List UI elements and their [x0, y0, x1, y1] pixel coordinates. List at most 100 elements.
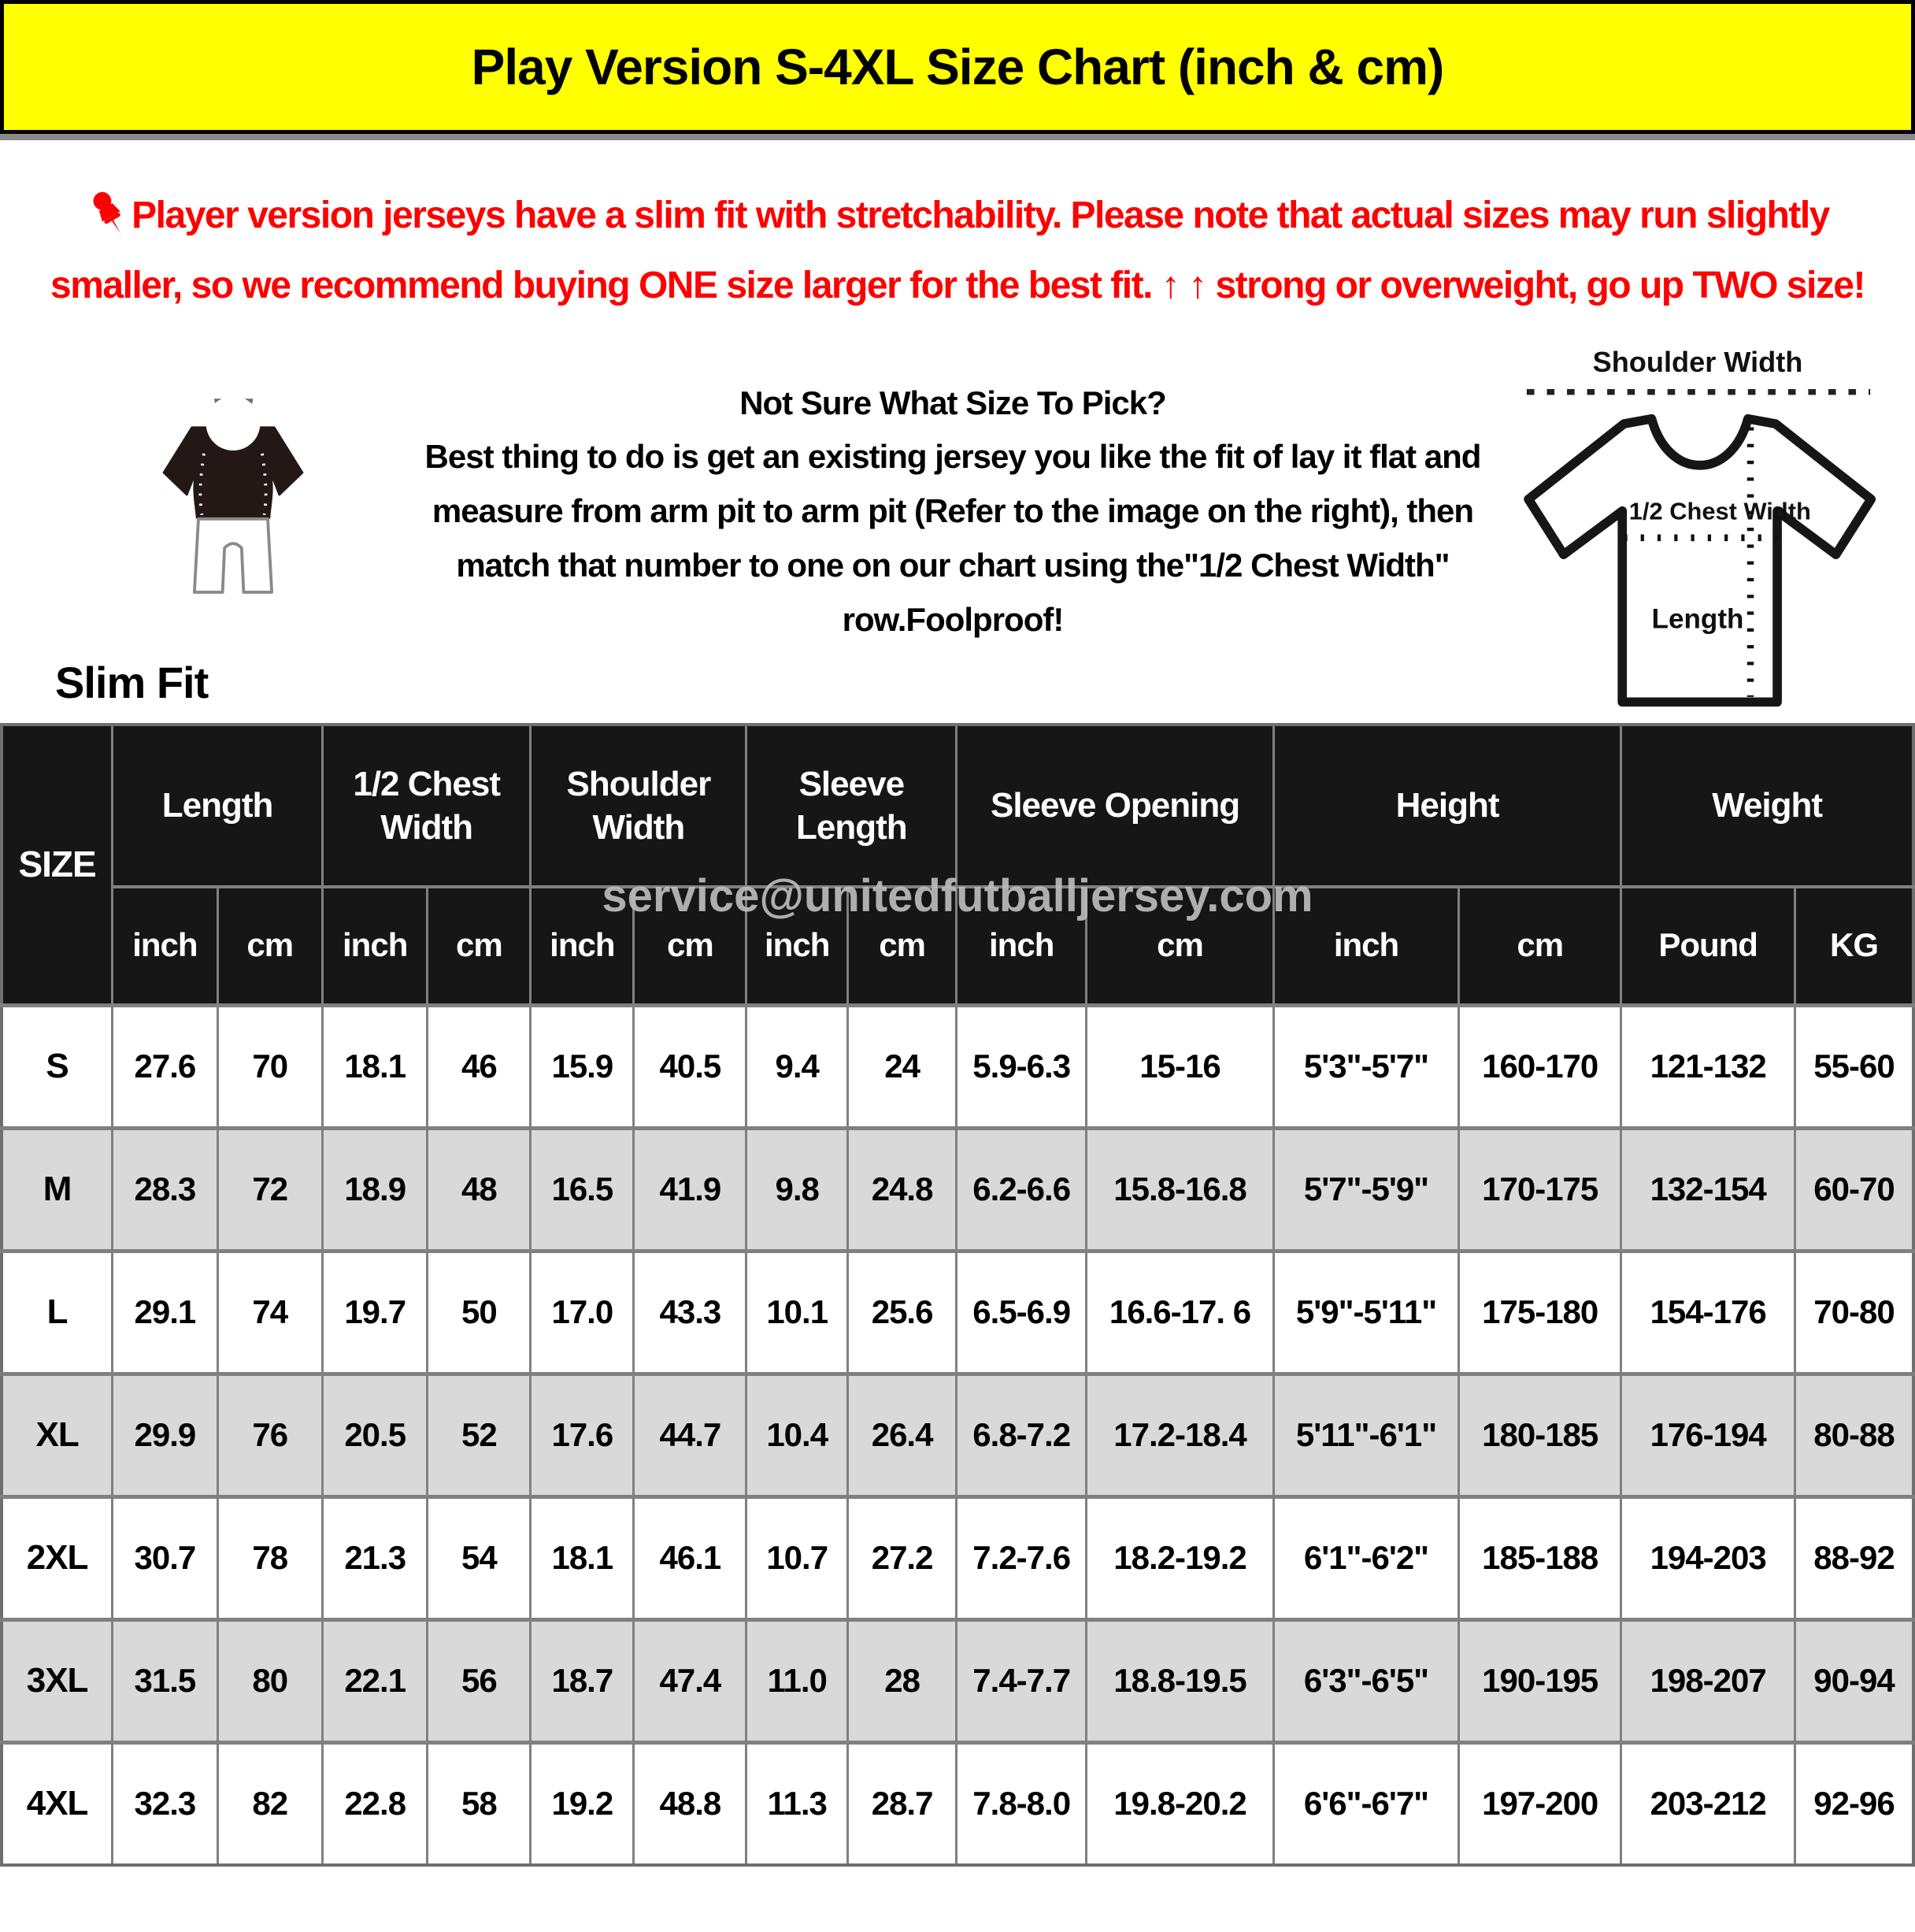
slim-fit-label: Slim Fit [55, 657, 209, 707]
data-cell: 92-96 [1794, 1741, 1915, 1867]
data-cell: 54 [426, 1495, 532, 1621]
data-cell: 197-200 [1458, 1741, 1623, 1867]
data-cell: 48 [426, 1126, 532, 1252]
data-cell: 19.8-20.2 [1085, 1741, 1275, 1867]
data-cell: 10.7 [745, 1495, 849, 1621]
size-cell: L [0, 1249, 114, 1375]
fit-notice-text: Player version jerseys have a slim fit w… [50, 195, 1865, 306]
data-cell: 82 [216, 1741, 324, 1867]
data-cell: 18.1 [529, 1495, 635, 1621]
data-cell: 44.7 [632, 1372, 748, 1498]
table-group-header-row: SIZE Length 1/2 Chest Width Shoulder Wid… [0, 723, 1915, 1007]
size-cell: 2XL [0, 1495, 114, 1621]
data-cell: 15.8-16.8 [1085, 1126, 1275, 1252]
data-cell: 76 [216, 1372, 324, 1498]
unit-header: inch [111, 885, 219, 1007]
data-cell: 28.7 [846, 1741, 958, 1867]
data-cell: 175-180 [1458, 1249, 1623, 1375]
sleeve-length-group-header: Sleeve Length [745, 723, 958, 888]
size-guide-text-block: Not Sure What Size To Pick? Best thing t… [409, 376, 1496, 647]
size-cell: XL [0, 1372, 114, 1498]
slim-fit-column: Slim Fit [0, 343, 409, 708]
tshirt-measure-diagram: Shoulder Width 1/2 Chest Width Length [1524, 346, 1876, 706]
data-cell: 27.2 [846, 1495, 958, 1621]
data-cell: 5'9"-5'11" [1272, 1249, 1461, 1375]
data-cell: 18.8-19.5 [1085, 1618, 1275, 1744]
data-cell: 72 [216, 1126, 324, 1252]
data-cell: 203-212 [1620, 1741, 1797, 1867]
unit-header: cm [846, 885, 958, 1007]
data-cell: 18.9 [320, 1126, 429, 1252]
data-cell: 90-94 [1794, 1618, 1915, 1744]
size-table-section: service@unitedfutballjersey.com SIZE Len… [0, 722, 1915, 1867]
data-cell: 26.4 [846, 1372, 958, 1498]
table-row: S 27.6 70 18.1 46 15.9 40.5 9.4 24 5.9-6.3 15-16 5'… [0, 1003, 1915, 1129]
data-cell: 41.9 [632, 1126, 748, 1252]
data-cell: 30.7 [111, 1495, 219, 1621]
data-cell: 9.8 [745, 1126, 849, 1252]
table-unit-header-row: inch cm inch cm inch cm inch cm inch cm … [2, 885, 1915, 1007]
data-cell: 74 [216, 1249, 324, 1375]
data-cell: 46 [426, 1003, 532, 1129]
data-cell: 80-88 [1794, 1372, 1915, 1498]
unit-header: inch [320, 885, 429, 1007]
data-cell: 21.3 [320, 1495, 429, 1621]
size-cell: 3XL [0, 1618, 114, 1744]
unit-header: inch [529, 885, 635, 1007]
data-cell: 55-60 [1794, 1003, 1915, 1129]
size-cell: 4XL [0, 1741, 114, 1867]
data-cell: 22.8 [320, 1741, 429, 1867]
data-cell: 52 [426, 1372, 532, 1498]
data-cell: 46.1 [632, 1495, 748, 1621]
data-cell: 29.1 [111, 1249, 219, 1375]
watermark: service@unitedfutballjersey.com [602, 870, 1313, 922]
data-cell: 32.3 [111, 1741, 219, 1867]
sleeve-opening-group-header: Sleeve Opening [955, 723, 1275, 888]
data-cell: 58 [426, 1741, 532, 1867]
data-cell: 6'6"-6'7" [1272, 1741, 1461, 1867]
data-cell: 70 [216, 1003, 324, 1129]
half-chest-width-label: 1/2 Chest Width [1629, 497, 1811, 525]
shoulder-width-label: Shoulder Width [1593, 346, 1803, 378]
data-cell: 170-175 [1458, 1126, 1623, 1252]
size-table: SIZE Length 1/2 Chest Width Shoulder Wid… [0, 722, 1915, 1867]
data-cell: 7.4-7.7 [955, 1618, 1088, 1744]
unit-header: inch [745, 885, 849, 1007]
data-cell: 11.0 [745, 1618, 849, 1744]
data-cell: 15.9 [529, 1003, 635, 1129]
data-cell: 43.3 [632, 1249, 748, 1375]
data-cell: 180-185 [1458, 1372, 1623, 1498]
table-row: L 29.1 74 19.7 50 17.0 43.3 10.1 25.6 6.5-6.9 16.6… [0, 1249, 1915, 1375]
size-cell: S [0, 1003, 114, 1129]
unit-header: inch [955, 885, 1088, 1007]
data-cell: 16.5 [529, 1126, 635, 1252]
data-cell: 160-170 [1458, 1003, 1623, 1129]
unit-header: KG [1794, 885, 1915, 1007]
data-cell: 22.1 [320, 1618, 429, 1744]
data-cell: 5'11"-6'1" [1272, 1372, 1461, 1498]
data-cell: 27.6 [111, 1003, 219, 1129]
data-cell: 6'3"-6'5" [1272, 1618, 1461, 1744]
table-row: XL 29.9 76 20.5 52 17.6 44.7 10.4 26.4 6.8-7.2 17.… [0, 1372, 1915, 1498]
data-cell: 78 [216, 1495, 324, 1621]
data-cell: 29.9 [111, 1372, 219, 1498]
table-row: 3XL 31.5 80 22.1 56 18.7 47.4 11.0 28 7.4-7.7 18.8… [0, 1618, 1915, 1744]
unit-header: inch [1272, 885, 1461, 1007]
guide-section: Slim Fit Not Sure What Size To Pick? Bes… [0, 343, 1915, 712]
data-cell: 47.4 [632, 1618, 748, 1744]
length-label: Length [1652, 603, 1744, 634]
data-cell: 16.6-17. 6 [1085, 1249, 1275, 1375]
data-cell: 24 [846, 1003, 958, 1129]
page-title: Play Version S-4XL Size Chart (inch & cm… [471, 39, 1445, 95]
data-cell: 5'7"-5'9" [1272, 1126, 1461, 1252]
unit-header: cm [632, 885, 748, 1007]
data-cell: 18.1 [320, 1003, 429, 1129]
data-cell: 17.0 [529, 1249, 635, 1375]
length-group-header: Length [111, 723, 324, 888]
data-cell: 17.6 [529, 1372, 635, 1498]
data-cell: 10.1 [745, 1249, 849, 1375]
data-cell: 5'3"-5'7" [1272, 1003, 1461, 1129]
data-cell: 7.2-7.6 [955, 1495, 1088, 1621]
title-banner: Play Version S-4XL Size Chart (inch & cm… [0, 0, 1915, 134]
